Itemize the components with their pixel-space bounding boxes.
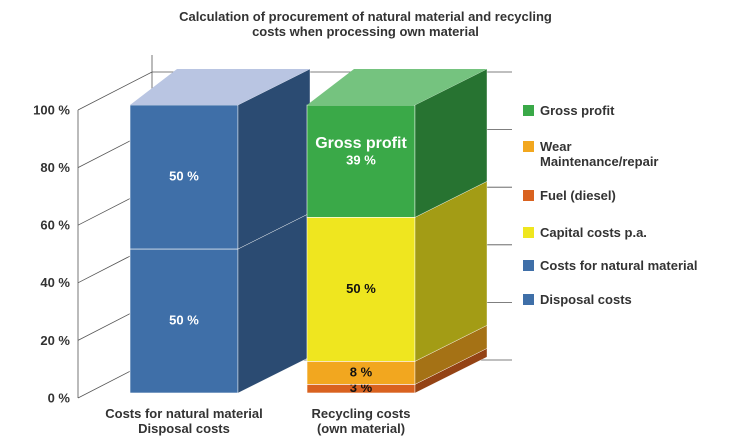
- legend-label: Wear Maintenance/repair: [540, 139, 659, 169]
- bar-top: [307, 69, 487, 105]
- legend-swatch: [523, 294, 534, 305]
- legend-label: Capital costs p.a.: [540, 225, 647, 240]
- segment-name: Gross profit: [315, 135, 407, 152]
- legend-label: Costs for natural material: [540, 258, 698, 273]
- y-tick-label: 80 %: [40, 160, 70, 175]
- y-tick-label: 20 %: [40, 333, 70, 348]
- value-label: 50 %: [169, 168, 199, 183]
- x-tick-label: Costs for natural material Disposal cost…: [105, 406, 263, 436]
- legend-swatch: [523, 227, 534, 238]
- legend-label: Gross profit: [540, 103, 615, 118]
- legend-swatch: [523, 260, 534, 271]
- bar-segment: [129, 248, 239, 394]
- y-tick-label: 40 %: [40, 275, 70, 290]
- legend-label: Fuel (diesel): [540, 188, 616, 203]
- legend-swatch: [523, 190, 534, 201]
- bar-top: [130, 69, 310, 105]
- value-label: 39 %: [346, 152, 376, 167]
- legend-swatch: [523, 141, 534, 152]
- y-tick-label: 100 %: [33, 102, 70, 117]
- y-tick-label: 0 %: [48, 390, 71, 405]
- legend-swatch: [523, 105, 534, 116]
- bar-segment: [306, 104, 416, 218]
- value-label: 50 %: [169, 312, 199, 327]
- legend-label: Disposal costs: [540, 292, 632, 307]
- x-tick-label: Recycling costs (own material): [311, 406, 411, 436]
- value-label: 50 %: [346, 281, 376, 296]
- bar-segment: [306, 217, 416, 362]
- bar-segment: [129, 104, 239, 250]
- y-tick-label: 60 %: [40, 218, 70, 233]
- chart-title: Calculation of procurement of natural ma…: [179, 9, 552, 39]
- value-label: 8 %: [350, 364, 373, 379]
